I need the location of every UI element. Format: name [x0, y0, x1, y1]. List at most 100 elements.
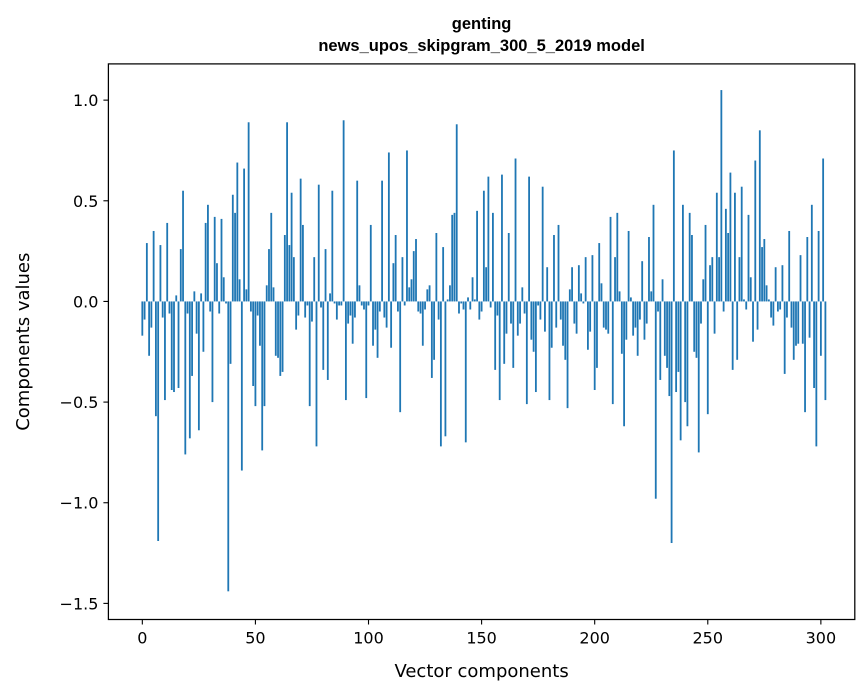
bar-76: [313, 257, 316, 302]
bar-11: [166, 222, 169, 302]
bar-26: [200, 293, 203, 302]
bar-196: [584, 257, 587, 302]
y-axis: −1.5 −1.0 −0.5 0.0 0.5 1.0: [60, 91, 109, 613]
bar-282: [779, 301, 782, 310]
bar-182: [553, 235, 555, 302]
bar-166: [516, 301, 519, 336]
bar-38: [227, 301, 230, 592]
bar-56: [268, 249, 270, 302]
bar-281: [776, 301, 779, 312]
bar-111: [392, 263, 395, 302]
bar-29: [207, 204, 209, 302]
bar-203: [600, 283, 603, 302]
bar-275: [763, 239, 766, 302]
bar-172: [530, 301, 533, 340]
bar-116: [403, 301, 406, 306]
bar-144: [467, 297, 469, 302]
bar-58: [272, 287, 275, 302]
bar-79: [320, 301, 322, 308]
bar-52: [259, 301, 261, 346]
bar-276: [765, 285, 768, 302]
bar-259: [727, 233, 730, 302]
bar-74: [308, 301, 311, 407]
bar-18: [182, 190, 184, 302]
bar-5: [152, 230, 155, 302]
bar-260: [729, 172, 732, 302]
bar-151: [482, 190, 485, 302]
bar-89: [342, 120, 345, 302]
bar-3: [148, 301, 151, 356]
bar-133: [442, 247, 445, 302]
bar-25: [197, 301, 200, 431]
bar-47: [247, 122, 250, 302]
bar-231: [663, 301, 666, 356]
bar-296: [810, 204, 813, 302]
bar-121: [415, 239, 417, 302]
bar-201: [596, 301, 598, 368]
bar-48: [249, 301, 252, 312]
bar-229: [659, 301, 662, 380]
bar-266: [743, 299, 745, 302]
bar-45: [243, 168, 246, 302]
bar-262: [734, 192, 736, 302]
bar-223: [645, 301, 648, 324]
bar-273: [758, 130, 761, 302]
bar-75: [311, 301, 313, 322]
bar-285: [786, 301, 788, 318]
x-tick-label: 300: [806, 629, 837, 648]
bar-191: [573, 301, 576, 324]
bar-250: [706, 301, 709, 415]
bar-258: [724, 208, 727, 302]
bar-64: [286, 122, 288, 302]
bar-83: [329, 293, 331, 302]
bar-31: [211, 301, 214, 403]
bar-177: [541, 186, 544, 302]
bar-40: [231, 194, 234, 302]
bar-36: [222, 277, 225, 302]
x-tick-label: 250: [693, 629, 724, 648]
bar-128: [430, 301, 433, 378]
bar-88: [340, 301, 343, 306]
bar-159: [501, 174, 503, 302]
bar-247: [700, 301, 702, 324]
bar-130: [435, 233, 438, 302]
bar-301: [822, 158, 825, 302]
bar-125: [424, 301, 426, 310]
bar-0: [141, 301, 144, 336]
x-tick-label: 150: [466, 629, 497, 648]
bar-90: [344, 301, 347, 401]
bar-238: [679, 301, 682, 441]
bar-10: [164, 301, 166, 401]
bar-261: [731, 301, 734, 370]
bar-224: [648, 237, 650, 302]
bar-186: [562, 301, 564, 346]
bar-73: [306, 301, 309, 306]
bar-277: [767, 299, 770, 302]
bar-200: [593, 301, 596, 391]
bar-46: [245, 289, 248, 302]
bar-85: [333, 301, 336, 304]
bar-50: [254, 301, 257, 407]
bar-28: [204, 222, 207, 302]
bar-199: [591, 255, 594, 302]
bar-63: [283, 235, 286, 302]
bar-30: [209, 301, 212, 312]
bar-107: [383, 301, 386, 318]
bar-32: [213, 216, 216, 302]
bar-292: [801, 301, 804, 344]
bar-226: [652, 204, 655, 302]
bar-230: [661, 279, 664, 302]
bar-239: [682, 204, 684, 302]
bar-91: [347, 301, 350, 324]
y-tick-label: 0.5: [73, 192, 98, 211]
x-tick-label: 0: [137, 629, 147, 648]
bar-124: [421, 301, 424, 346]
x-tick-label: 200: [579, 629, 610, 648]
bar-4: [150, 301, 153, 328]
bar-217: [632, 301, 635, 336]
bar-195: [582, 301, 585, 304]
bar-117: [406, 150, 408, 302]
bar-181: [550, 301, 553, 348]
bar-227: [654, 301, 657, 499]
